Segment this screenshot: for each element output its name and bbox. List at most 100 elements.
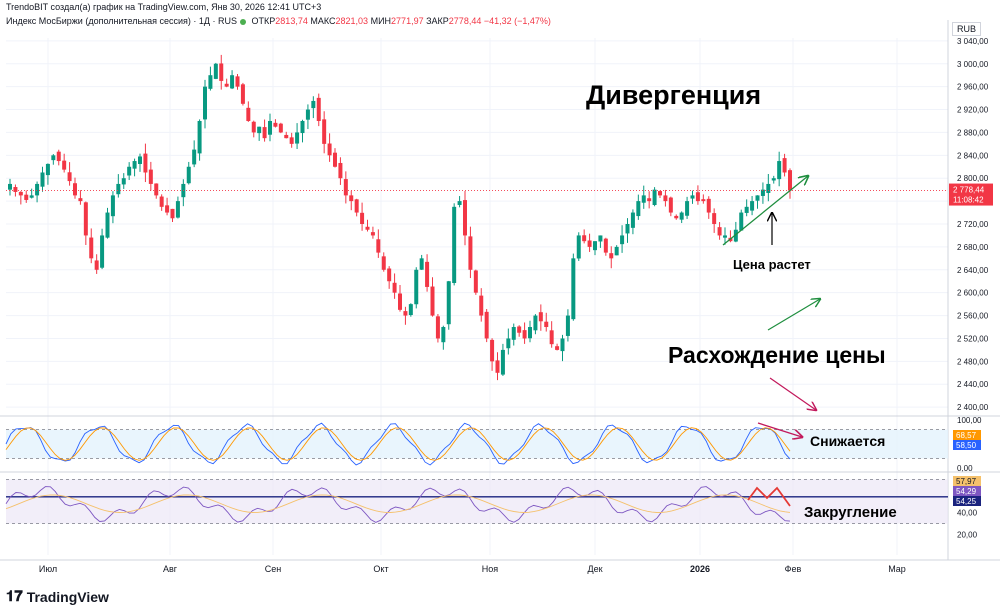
candle-body [603, 238, 608, 253]
price-tick-label: 2 880,00 [957, 128, 989, 137]
time-tick-label: Окт [373, 564, 388, 574]
price-tick-label: 2 840,00 [957, 151, 989, 160]
candle-body [723, 235, 727, 238]
currency-badge[interactable]: RUB [952, 22, 982, 36]
candle-body [430, 286, 435, 316]
candle-body [706, 198, 711, 213]
time-tick-label: Сен [265, 564, 282, 574]
candle-body [13, 187, 18, 192]
candle-body [257, 126, 262, 134]
candle-body [658, 191, 662, 196]
candle-body [479, 295, 484, 316]
candle-body [154, 183, 159, 196]
candle-body [620, 235, 625, 245]
candle-body [278, 123, 283, 133]
candle-body [305, 109, 310, 120]
candle-body [625, 224, 630, 234]
decreasing-label: Снижается [810, 433, 885, 449]
candle-body [203, 86, 207, 120]
candle-body [463, 200, 467, 236]
candle-body [73, 183, 77, 196]
candle-body [398, 293, 402, 310]
candle-body [435, 316, 440, 339]
price-axis: 3 040,00 3 000,00 2 960,00 2 920,00 2 880,00… [947, 20, 993, 560]
price-tick-label: 2 720,00 [957, 220, 989, 229]
stoch-down-arrow [757, 422, 802, 437]
rounding-label: Закругление [804, 504, 897, 521]
divergence-title: Дивергенция [586, 80, 761, 110]
candle-body [235, 76, 240, 87]
candle-body [273, 122, 278, 127]
candle-body [647, 198, 652, 202]
candle-body [582, 235, 587, 242]
price-trend-arrow [722, 176, 808, 246]
rsi-value-label: 54,29 [956, 487, 977, 496]
stoch-tick-label: 0,00 [957, 464, 973, 473]
candle-body [165, 205, 170, 213]
time-tick-label: Ноя [482, 564, 499, 574]
candle-body [62, 160, 67, 170]
rsi-value-label: 57,97 [956, 477, 977, 486]
candle-body [587, 240, 592, 247]
stoch-value-label: 68,57 [956, 431, 977, 440]
candle-body [40, 172, 45, 187]
candle-body [387, 268, 392, 282]
candle-body [51, 155, 56, 161]
candle-body [35, 183, 40, 196]
candle-body [549, 330, 554, 345]
annotations: Дивергенция Цена растет Расхождение цены Сн… [586, 80, 897, 521]
candle-body [739, 212, 744, 231]
candle-body [78, 198, 83, 202]
time-tick-label: Авг [163, 564, 178, 574]
candle-body [343, 179, 348, 196]
candle-body [110, 195, 115, 217]
candle-body [284, 134, 289, 139]
high-value: 2821,03 [335, 16, 369, 26]
candle-body [127, 166, 132, 176]
candle-body [327, 143, 332, 156]
candle-body [630, 212, 635, 228]
symbol-name[interactable]: Индекс МосБиржи (дополнительная сессия) … [6, 16, 238, 26]
stoch-value-badge [953, 430, 981, 440]
candle-body [609, 253, 614, 259]
candle-body [744, 206, 749, 213]
candle-body [473, 270, 478, 293]
candle-body [788, 170, 792, 191]
stoch-tick-label: 100,00 [957, 416, 982, 425]
candle-body [733, 229, 738, 242]
stoch-k-line [5, 422, 791, 466]
candle-body [419, 258, 424, 270]
candle-body [457, 201, 462, 205]
candle-body [300, 120, 305, 134]
price-tick-label: 2 520,00 [957, 334, 989, 343]
candle-body [289, 137, 294, 144]
candle-body [408, 304, 413, 316]
candle-body [533, 315, 538, 331]
candle-body [94, 260, 99, 270]
green-arrow [767, 299, 820, 331]
time-tick-label: Июл [39, 564, 57, 574]
candle-body [468, 236, 473, 270]
price-tick-label: 2 600,00 [957, 289, 989, 298]
candle-body [197, 120, 202, 154]
attribution-text: TrendoBIT создал(а) график на TradingVie… [6, 2, 322, 12]
price-tick-label: 2 640,00 [957, 266, 989, 275]
candle-body [636, 201, 641, 217]
last-price-badge [949, 183, 993, 206]
candle-body [45, 163, 50, 176]
candle-body [484, 311, 489, 339]
candle-body [766, 183, 771, 193]
candle-body [614, 246, 619, 256]
candle-body [83, 202, 88, 236]
rsi-value-badge [953, 496, 981, 506]
tradingview-logo-icon[interactable]: 𝟏𝟕 [6, 588, 23, 605]
low-value: 2771,97 [391, 16, 424, 26]
chart-header: TrendoBIT создал(а) график на TradingVie… [6, 2, 551, 26]
candle-body [8, 183, 12, 190]
candle-body [712, 213, 717, 224]
candle-body [213, 63, 218, 79]
candle-body [159, 196, 164, 207]
price-rising-label: Цена растет [733, 257, 811, 272]
